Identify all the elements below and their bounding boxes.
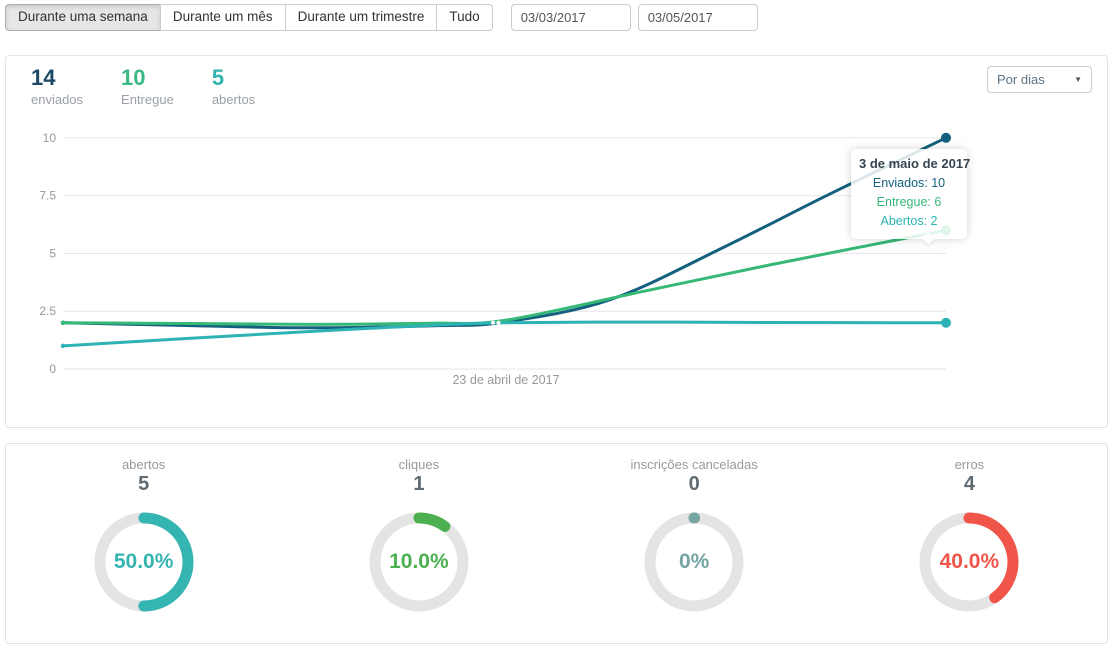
stat-label: enviados bbox=[31, 92, 84, 108]
gauge-count: 5 bbox=[138, 473, 150, 495]
series-start-dot bbox=[60, 343, 66, 349]
series-start-dot bbox=[60, 320, 66, 325]
gauge-donut: 0% bbox=[642, 510, 746, 614]
chevron-down-icon: ▼ bbox=[1074, 75, 1082, 84]
gauge-label: abertos bbox=[121, 457, 166, 472]
y-tick-label: 2.5 bbox=[39, 304, 56, 318]
series-line-entregue[interactable] bbox=[61, 228, 948, 326]
series-end-dot-enviados[interactable] bbox=[941, 132, 951, 143]
gauge-erros: erros 4 40.0% bbox=[832, 444, 1107, 643]
donut-arc bbox=[644, 512, 744, 612]
stat-label: abertos bbox=[211, 92, 256, 108]
y-tick-label: 5 bbox=[49, 246, 56, 260]
tooltip-row-enviados: Enviados: 10 bbox=[872, 176, 946, 190]
donut-svg bbox=[369, 512, 469, 612]
series-line-abertos[interactable] bbox=[61, 320, 948, 348]
gauge-percent: 50.0% bbox=[113, 550, 174, 573]
range-button-group: Durante uma semana Durante um mês Durante … bbox=[5, 4, 493, 31]
stat-value: 5 bbox=[211, 65, 225, 90]
gauge-label: inscrições canceladas bbox=[630, 457, 758, 472]
donut-arc bbox=[369, 512, 469, 612]
gauge-abertos: abertos 5 50.0% bbox=[6, 444, 281, 643]
chart-tooltip: 3 de maio de 2017 Enviados: 10 Entregue:… bbox=[851, 149, 971, 239]
gauge-count: 0 bbox=[688, 473, 700, 495]
stats-row: 14 enviados 10 Entregue 5 abertos bbox=[31, 65, 300, 107]
range-button-3[interactable]: Tudo bbox=[436, 4, 493, 31]
stat-abertos: 5 abertos bbox=[212, 65, 262, 107]
stat-value: 14 bbox=[31, 65, 56, 90]
y-tick-label: 10 bbox=[43, 131, 57, 145]
tooltip-row-entregue: Entregue: 6 bbox=[876, 195, 942, 209]
summary-chart-card: 14 enviados 10 Entregue 5 abertos Por dias ▼ … bbox=[5, 55, 1108, 428]
group-by-select-value: Por dias bbox=[997, 72, 1045, 87]
gauge-inscrições-canceladas: inscrições canceladas 0 0% bbox=[557, 444, 832, 643]
stat-label: Entregue bbox=[121, 92, 174, 108]
stat-Entregue: 10 Entregue bbox=[121, 65, 174, 107]
tooltip-row-abertos: Abertos: 2 bbox=[880, 214, 938, 228]
gauge-donut: 50.0% bbox=[92, 510, 196, 614]
hover-point-marker bbox=[491, 320, 495, 325]
donut-svg bbox=[94, 512, 194, 612]
x-tick-label: 23 de abril de 2017 bbox=[452, 373, 559, 387]
donut-svg bbox=[644, 512, 744, 612]
stat-value: 10 bbox=[121, 65, 146, 90]
gauge-label: erros bbox=[954, 457, 985, 472]
stat-enviados: 14 enviados bbox=[31, 65, 83, 107]
gauge-cliques: cliques 1 10.0% bbox=[281, 444, 556, 643]
y-tick-label: 7.5 bbox=[39, 189, 56, 203]
range-button-1[interactable]: Durante um mês bbox=[159, 4, 286, 31]
gauge-percent: 40.0% bbox=[939, 550, 1000, 573]
range-button-2[interactable]: Durante um trimestre bbox=[284, 4, 438, 31]
tooltip-title: 3 de maio de 2017 bbox=[859, 156, 971, 171]
gauges-card: abertos 5 50.0% cliques 1 10.0% inscrições can… bbox=[5, 443, 1108, 644]
gauge-count: 1 bbox=[413, 473, 425, 495]
series-end-dot-abertos[interactable] bbox=[941, 317, 951, 328]
range-button-0[interactable]: Durante uma semana bbox=[5, 4, 161, 31]
gauge-count: 4 bbox=[963, 473, 975, 495]
date-from-input[interactable] bbox=[510, 4, 631, 31]
series-line-enviados[interactable] bbox=[61, 136, 948, 330]
gauge-label: cliques bbox=[398, 457, 440, 472]
gauge-percent: 0% bbox=[678, 550, 710, 573]
gauge-donut: 10.0% bbox=[367, 510, 471, 614]
date-to-input[interactable] bbox=[637, 4, 758, 31]
donut-arc bbox=[919, 512, 1019, 612]
gauge-donut: 40.0% bbox=[917, 510, 1021, 614]
toolbar: Durante uma semana Durante um mês Durante … bbox=[5, 4, 758, 31]
hover-point-marker bbox=[496, 320, 501, 325]
group-by-select[interactable]: Por dias ▼ bbox=[987, 66, 1092, 93]
gauge-percent: 10.0% bbox=[389, 550, 449, 573]
donut-arc bbox=[94, 512, 194, 612]
y-tick-label: 0 bbox=[49, 362, 56, 376]
donut-svg bbox=[919, 512, 1019, 612]
